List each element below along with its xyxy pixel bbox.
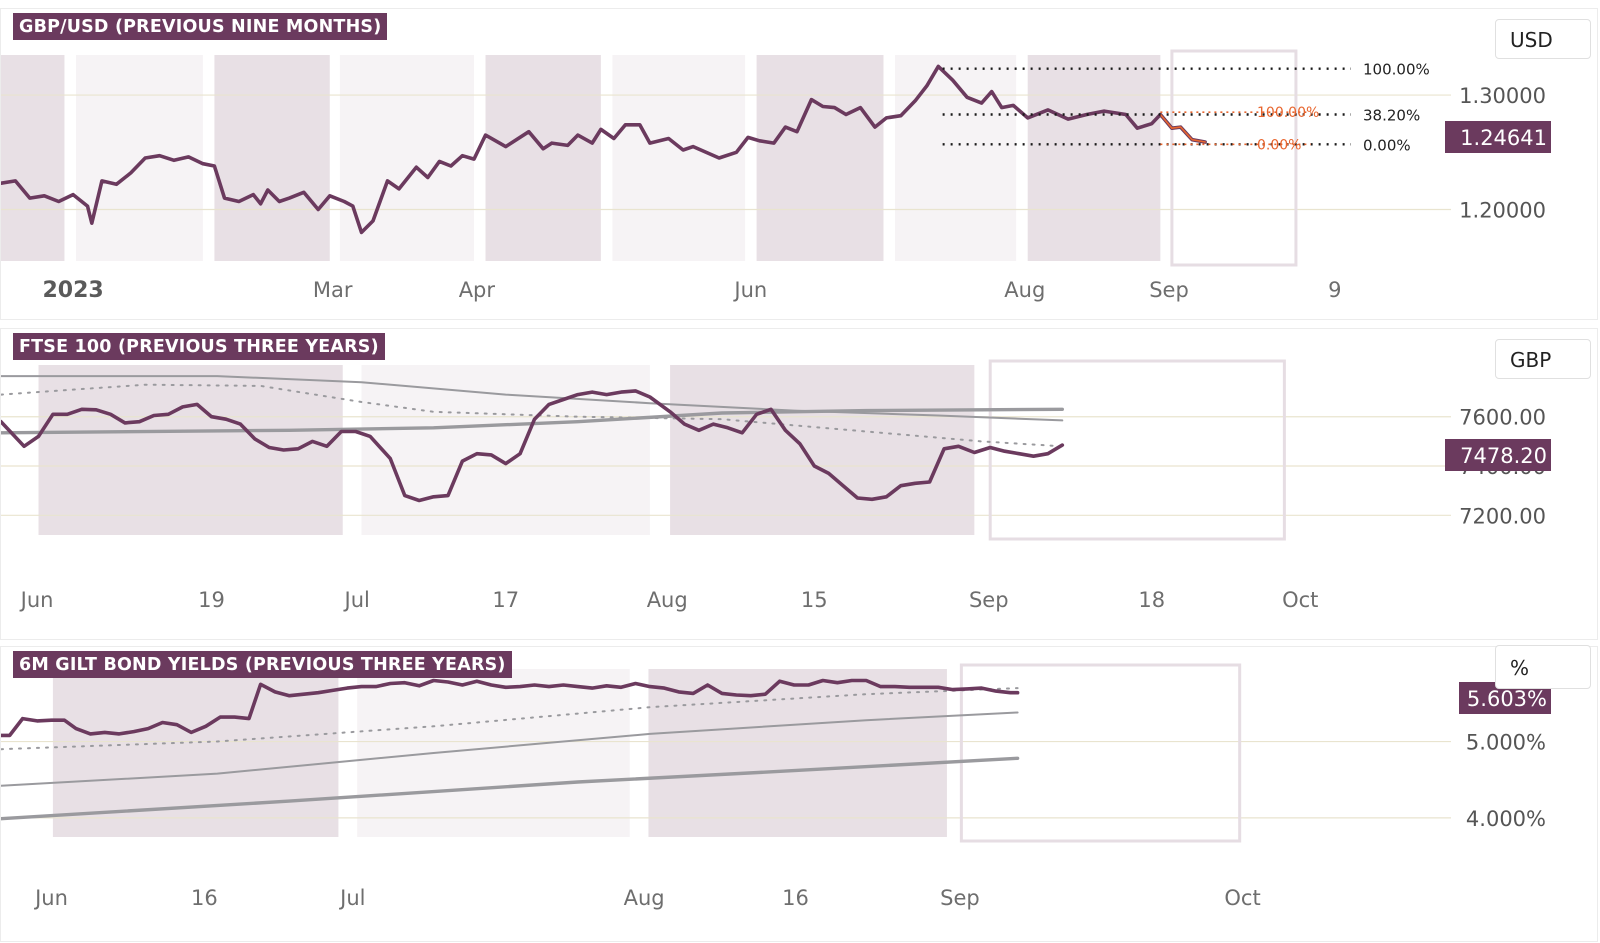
- y-tick-label: 1.20000: [1459, 199, 1546, 223]
- x-tick-label: Mar: [313, 278, 353, 302]
- period-band: [485, 55, 601, 261]
- x-tick-label: Jun: [732, 278, 767, 302]
- fib-level-label: 0.00%: [1363, 136, 1411, 154]
- x-tick-label: Oct: [1224, 886, 1260, 910]
- period-band: [361, 365, 650, 535]
- period-band: [670, 365, 975, 535]
- price-line: [1, 389, 1065, 503]
- x-tick-label: 19: [198, 588, 225, 612]
- mid-ma-line: [1, 711, 1019, 787]
- period-band: [648, 669, 947, 837]
- long-ma-line: [1, 756, 1020, 821]
- gilt-panel: 4.000% 5.000% 5.603% Jun 16 Jul Aug 16 Sep Oct 6M…: [0, 645, 1598, 942]
- price-line: [1, 64, 1207, 235]
- period-band: [214, 55, 330, 261]
- mid-ma-line: [1, 375, 1064, 422]
- ftse-chart: 7200.007400.007600.007478.20Jun19Jul17Au…: [1, 359, 1551, 612]
- fib-inner-label: 100.00%: [1257, 105, 1319, 121]
- ftse-panel: 7200.007400.007600.007478.20Jun19Jul17Au…: [0, 328, 1598, 640]
- x-tick-label: Aug: [1004, 278, 1045, 302]
- gbpusd-title: GBP/USD (PREVIOUS NINE MONTHS): [13, 13, 388, 40]
- x-tick-label: Sep: [940, 886, 980, 910]
- long-ma-line: [1, 407, 1064, 435]
- last-value-label: 5.603%: [1467, 687, 1547, 711]
- last-value-label: 1.24641: [1460, 126, 1547, 150]
- y-tick-label: 1.30000: [1459, 84, 1546, 108]
- x-tick-label: Aug: [647, 588, 688, 612]
- y-tick-label: 5.000%: [1466, 731, 1546, 755]
- last-value-tag: [1445, 439, 1551, 471]
- gilt-title: 6M GILT BOND YIELDS (PREVIOUS THREE YEAR…: [13, 651, 512, 678]
- x-tick-label: 2023: [42, 278, 103, 303]
- unit-selector-percent[interactable]: %: [1495, 645, 1591, 689]
- short-ma-line: [1, 687, 1019, 751]
- fib-level-label: 38.20%: [1363, 107, 1420, 125]
- forecast-box: [959, 663, 1242, 843]
- x-tick-label: 17: [492, 588, 519, 612]
- x-tick-label: Sep: [969, 588, 1009, 612]
- short-ma-line: [1, 383, 1064, 448]
- currency-selector-gbp[interactable]: GBP: [1495, 339, 1591, 379]
- period-band: [612, 55, 746, 261]
- fib-inner-label: 0.00%: [1257, 137, 1301, 153]
- gbpusd-panel: 1.20000 1.30000 100.00% 38.20% 0.00% 100.00% 0…: [0, 8, 1598, 320]
- period-band: [339, 55, 474, 261]
- x-tick-label: Apr: [459, 278, 496, 302]
- y-tick-label: 4.000%: [1466, 807, 1546, 831]
- currency-selector-usd[interactable]: USD: [1495, 19, 1591, 59]
- x-tick-label: 18: [1138, 588, 1165, 612]
- last-value-tag: [1445, 121, 1551, 153]
- period-band: [357, 669, 630, 837]
- gilt-chart: 4.000% 5.000% 5.603% Jun 16 Jul Aug 16 Sep Oct: [1, 663, 1551, 910]
- y-tick-label: 7200.00: [1459, 504, 1546, 528]
- x-tick-label: 16: [191, 886, 218, 910]
- x-tick-label: 9: [1328, 278, 1341, 302]
- forecast-box: [988, 359, 1286, 541]
- y-tick-label: 7600.00: [1459, 406, 1546, 430]
- forecast-box: [1170, 49, 1298, 267]
- x-tick-label: 16: [782, 886, 809, 910]
- ftse-title: FTSE 100 (PREVIOUS THREE YEARS): [13, 333, 385, 360]
- x-tick-label: Jun: [19, 588, 54, 612]
- x-tick-label: Sep: [1149, 278, 1189, 302]
- period-band: [756, 55, 884, 261]
- x-tick-label: Jun: [33, 886, 68, 910]
- x-tick-label: Jul: [338, 886, 365, 910]
- period-band: [895, 55, 1017, 261]
- fib-level-label: 100.00%: [1363, 61, 1430, 79]
- fib-swing-line: [1159, 113, 1206, 143]
- x-tick-label: Oct: [1282, 588, 1318, 612]
- last-value-label: 7478.20: [1460, 444, 1547, 468]
- x-tick-label: 15: [801, 588, 828, 612]
- price-line: [1, 678, 1020, 738]
- x-tick-label: Jul: [343, 588, 370, 612]
- period-band: [1, 55, 65, 261]
- x-tick-label: Aug: [624, 886, 665, 910]
- gbpusd-chart: 1.20000 1.30000 100.00% 38.20% 0.00% 100.00% 0…: [1, 49, 1551, 303]
- period-band: [1027, 55, 1161, 261]
